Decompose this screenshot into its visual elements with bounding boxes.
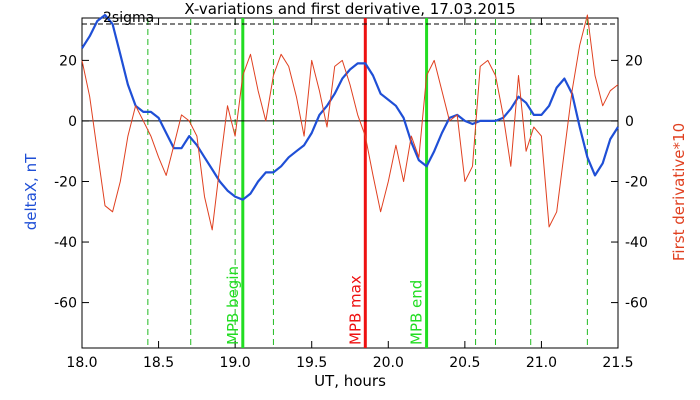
y-tick-label-left-2: -20 xyxy=(54,174,77,190)
y-tick-label-right-1: 0 xyxy=(625,114,634,130)
marker-label-mpb-begin: MPB begin xyxy=(224,266,242,345)
series-line-deltax xyxy=(81,13,619,201)
y-tick-label-right-4: -60 xyxy=(625,296,648,312)
series-line-derivative xyxy=(81,14,619,231)
x-tick-label-6: 21.0 xyxy=(526,355,557,371)
chart-title: X-variations and first derivative, 17.03… xyxy=(184,0,515,18)
marker-label-mpb-max: MPB max xyxy=(346,275,364,345)
x-tick-label-3: 19.5 xyxy=(296,355,327,371)
y-tick-label-left-4: -60 xyxy=(54,296,77,312)
y-tick-label-left-3: -40 xyxy=(54,235,77,251)
x-tick-label-5: 20.5 xyxy=(449,355,480,371)
x-tick-label-7: 21.5 xyxy=(602,355,633,371)
y-tick-label-right-0: 20 xyxy=(625,53,643,69)
x-tick-label-0: 18.0 xyxy=(66,355,97,371)
y-tick-label-right-2: -20 xyxy=(625,174,648,190)
sigma-label: 2sigma xyxy=(103,10,154,26)
axis-ticks: 18.0 18.5 19.0 19.5 20.0 20.5 21.0 21.5 20 20 0 0 -2… xyxy=(54,18,648,371)
x-tick-label-2: 19.0 xyxy=(220,355,251,371)
y-tick-label-left-1: 0 xyxy=(68,114,77,130)
plot-frame xyxy=(81,17,619,349)
x-tick-label-4: 20.0 xyxy=(373,355,404,371)
x-tick-label-1: 18.5 xyxy=(143,355,174,371)
y-tick-label-right-3: -40 xyxy=(625,235,648,251)
dashed-lines xyxy=(147,19,588,347)
marker-labels: MPB begin MPB max MPB end xyxy=(224,266,426,345)
x-axis-label: UT, hours xyxy=(314,372,386,390)
marker-label-mpb-end: MPB end xyxy=(408,280,426,345)
y-axis-label-left: deltaX, nT xyxy=(22,153,40,230)
series-lines xyxy=(81,13,619,231)
y-tick-label-left-0: 20 xyxy=(59,53,77,69)
y-axis-label-right: First derivative*10 xyxy=(670,123,688,261)
vertical-markers xyxy=(241,18,429,348)
